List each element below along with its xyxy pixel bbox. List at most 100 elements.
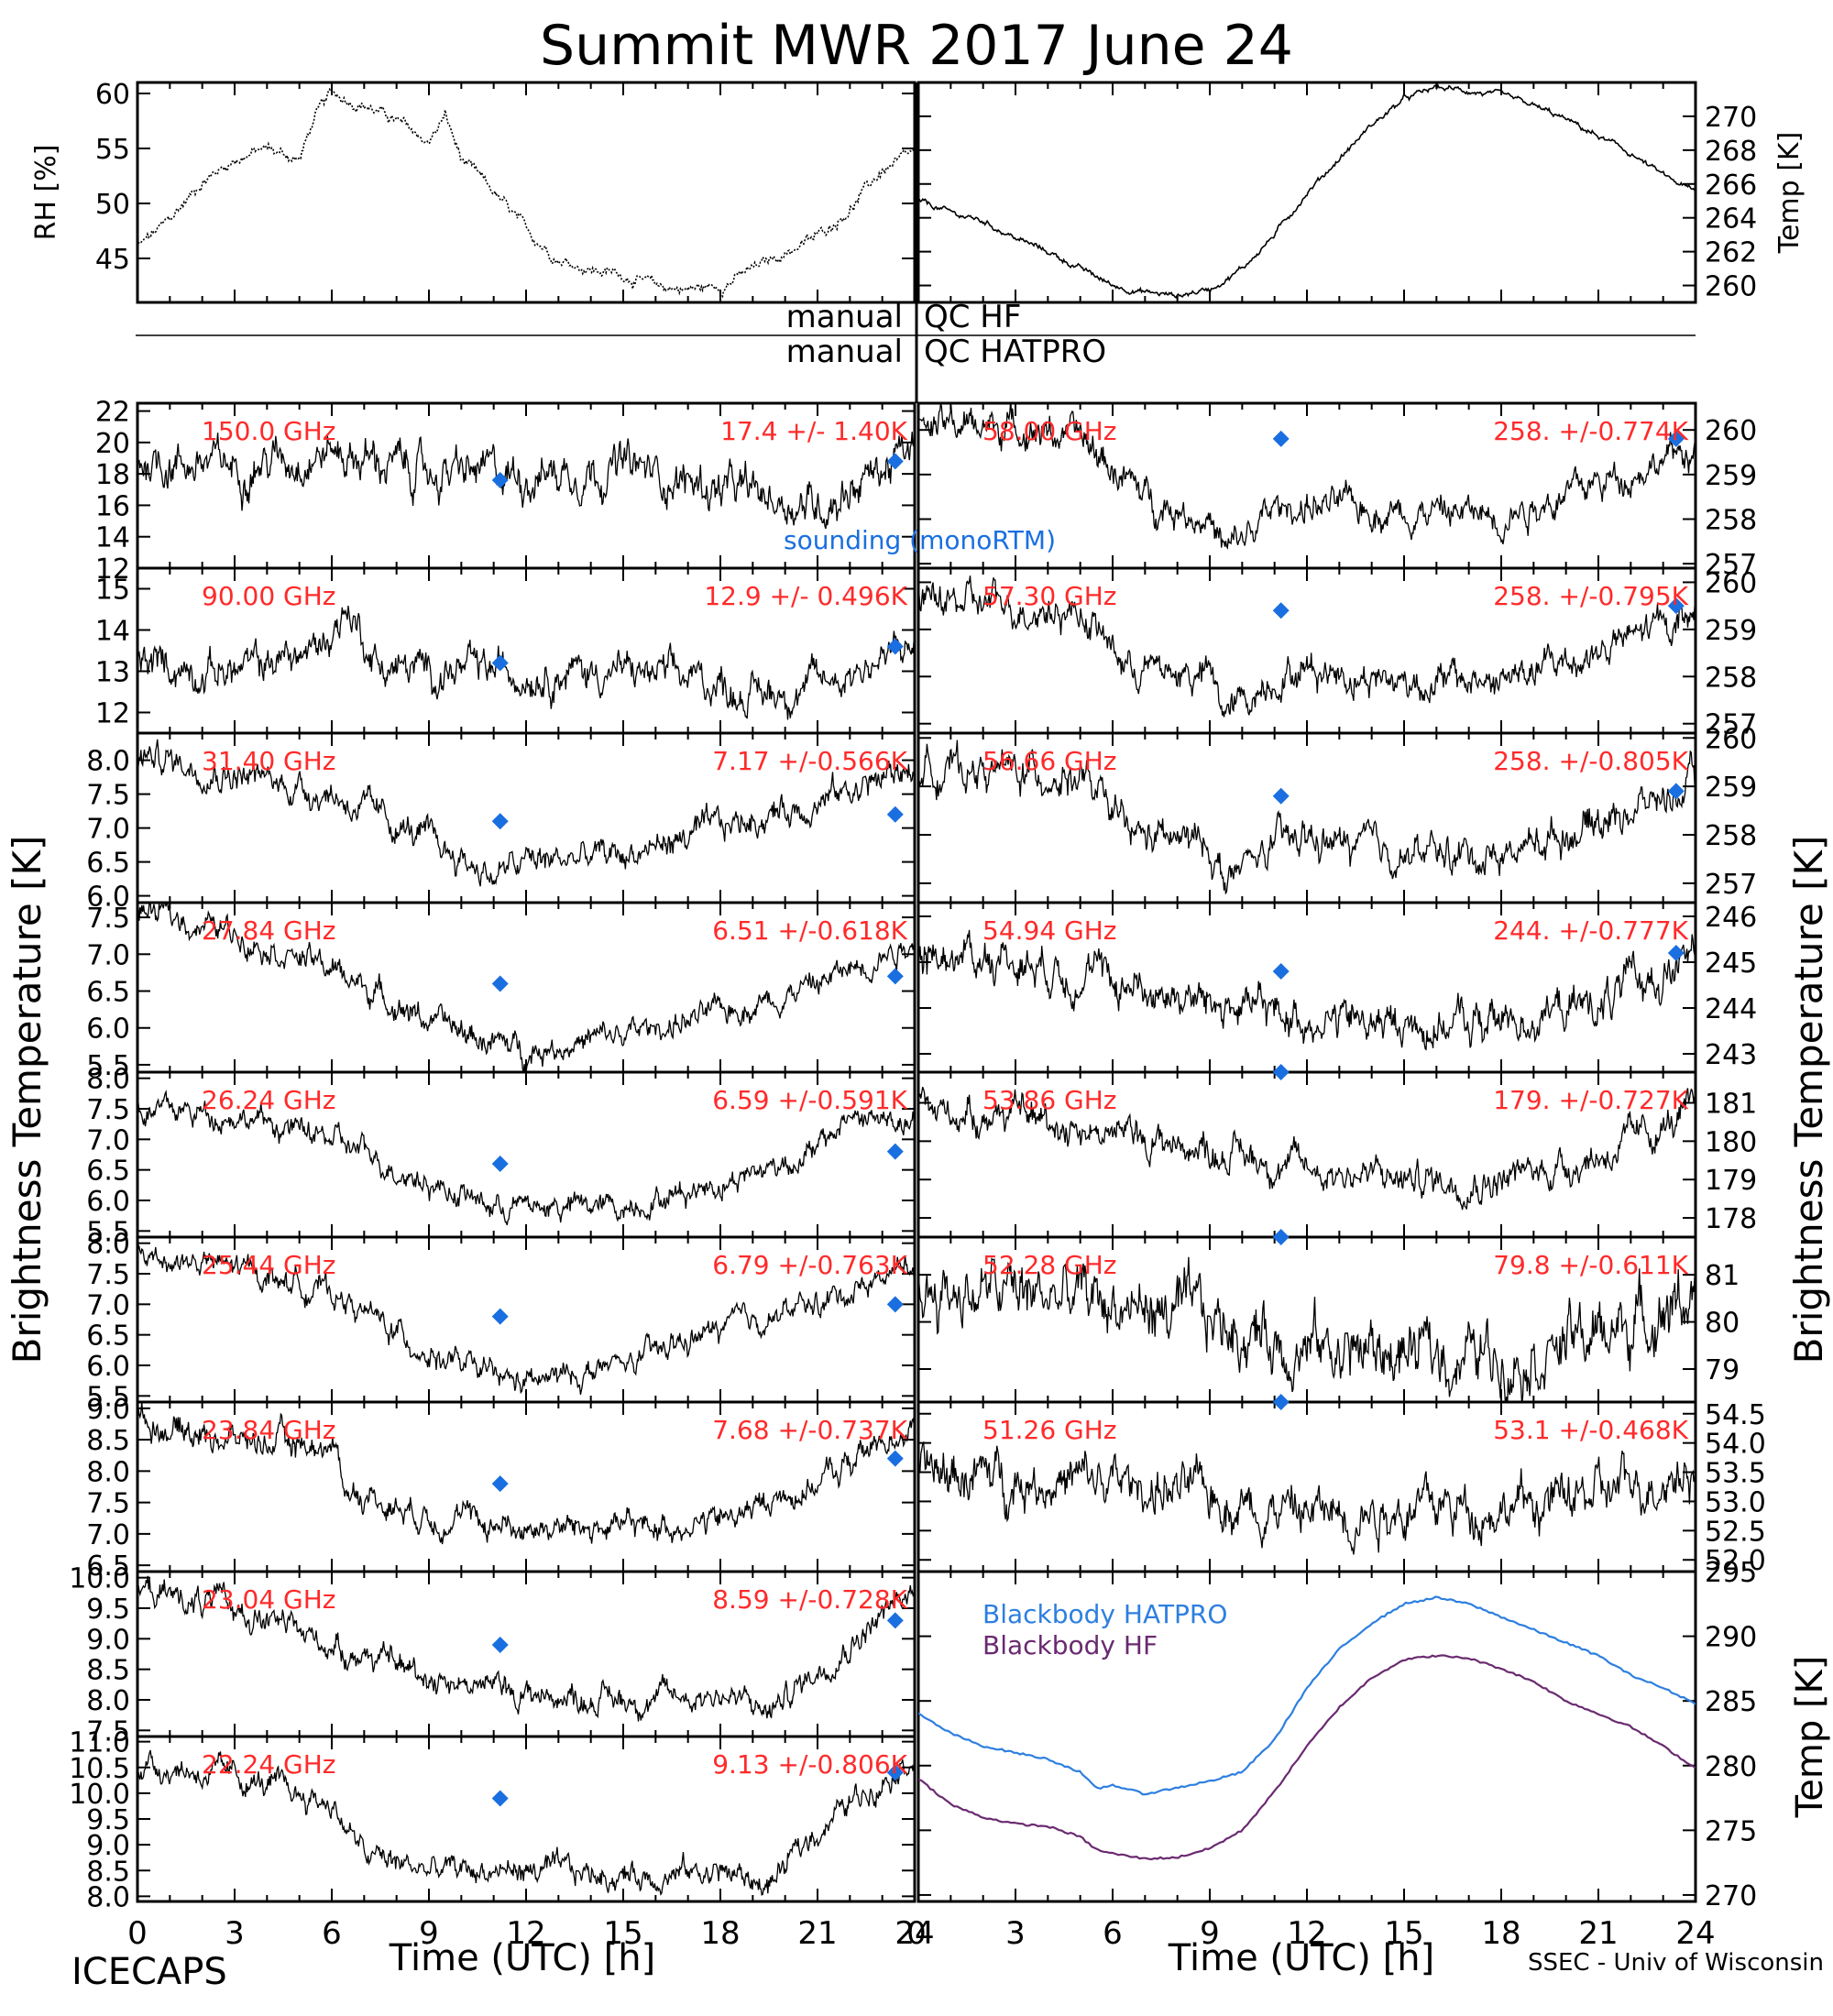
frequency-label: 51.26 GHz bbox=[982, 1415, 1117, 1445]
y-tick-label: 270 bbox=[1705, 1880, 1757, 1912]
y-tick-label: 12 bbox=[95, 553, 130, 586]
x-tick-label: 0 bbox=[127, 1915, 148, 1952]
y-tick-label: 257 bbox=[1705, 549, 1757, 581]
y-tick-label: 6.5 bbox=[86, 848, 130, 880]
frequency-label: 53.86 GHz bbox=[982, 1085, 1117, 1115]
y-tick-label: 9.5 bbox=[86, 1804, 130, 1836]
y-tick-label: 60 bbox=[95, 79, 130, 111]
series-line bbox=[918, 403, 1696, 550]
plot-area bbox=[918, 1595, 1696, 1861]
panel-hatpro3140: 6.06.57.07.58.0 31.40 GHz 7.17 +/-0.566K bbox=[86, 731, 916, 914]
sounding-point bbox=[491, 813, 509, 830]
y-tick-label: 5.5 bbox=[86, 1050, 130, 1082]
sounding-point bbox=[886, 805, 904, 823]
y-tick-label: 7.5 bbox=[86, 1715, 130, 1748]
y-tick-label: 264 bbox=[1705, 203, 1757, 236]
x-tick-label: 24 bbox=[895, 1915, 934, 1952]
frequency-label: 23.04 GHz bbox=[202, 1584, 336, 1615]
series-line bbox=[918, 1654, 1696, 1861]
stat-label: 258. +/-0.774K bbox=[1493, 416, 1688, 446]
y-tick-label: 262 bbox=[1705, 237, 1757, 269]
sounding-point bbox=[1272, 1229, 1290, 1245]
sounding-point bbox=[491, 1790, 509, 1807]
sounding-point bbox=[1272, 430, 1290, 447]
y-tick-label: 8.5 bbox=[86, 1425, 130, 1457]
panel-hatpro2304: 7.58.08.59.09.510.0 23.04 GHz 8.59 +/-0.72… bbox=[69, 1563, 916, 1748]
series-line bbox=[918, 1256, 1696, 1402]
panel-hatpro5730: 257 258 259 260 57.30 GHz 258. +/-0.795K bbox=[916, 566, 1757, 741]
y-tick-label: 244 bbox=[1705, 993, 1757, 1025]
plot-area bbox=[137, 1090, 915, 1226]
y-tick-label: 268 bbox=[1705, 136, 1757, 168]
y-tick-label: 257 bbox=[1705, 869, 1757, 901]
y-tick-label: 52.5 bbox=[1705, 1516, 1766, 1548]
y-tick-label: 8.0 bbox=[86, 746, 130, 778]
series-line bbox=[918, 575, 1696, 718]
plot-area bbox=[918, 403, 1696, 550]
sounding-point bbox=[1272, 1064, 1290, 1080]
series-line bbox=[918, 1441, 1696, 1555]
y-tick-label: 9.0 bbox=[86, 1830, 130, 1862]
series-line bbox=[137, 432, 915, 530]
series-line bbox=[918, 929, 1696, 1051]
panel-hf90: 12 13 14 15 90.00 GHz 12.9 +/- 0.496K bbox=[95, 566, 916, 735]
x-tick-label: 15 bbox=[603, 1915, 642, 1952]
qc-strip: manual QC HF manual QC HATPRO bbox=[136, 299, 1696, 370]
series-line bbox=[137, 87, 915, 299]
x-tick-label: 18 bbox=[1481, 1915, 1520, 1952]
y-tick-label: 5.5 bbox=[86, 1381, 130, 1413]
y-tick-label: 7.5 bbox=[86, 903, 130, 935]
qc-hatpro-label-right: QC HATPRO bbox=[924, 334, 1106, 370]
y-tick-label: 6.5 bbox=[86, 977, 130, 1009]
stat-label: 8.59 +/-0.728K bbox=[712, 1584, 907, 1615]
sounding-point bbox=[1667, 597, 1685, 615]
series-line bbox=[918, 82, 1696, 300]
y-tick-label: 45 bbox=[95, 244, 130, 276]
legend-entry: Blackbody HATPRO bbox=[982, 1599, 1227, 1629]
panel-rh: 45 50 55 60 RH [%] bbox=[30, 79, 916, 304]
panel-ylabel: RH [%] bbox=[30, 145, 62, 241]
stat-label: 7.17 +/-0.566K bbox=[712, 746, 907, 776]
series-line bbox=[137, 606, 915, 720]
panel-hatpro2624: 5.56.06.57.07.58.0 26.24 GHz 6.59 +/-0.591… bbox=[86, 1064, 916, 1248]
frequency-label: 90.00 GHz bbox=[202, 581, 336, 611]
stat-label: 258. +/-0.805K bbox=[1493, 746, 1688, 776]
y-tick-label: 259 bbox=[1705, 615, 1757, 647]
x-tick-label: 12 bbox=[1287, 1915, 1326, 1952]
y-tick-label: 246 bbox=[1705, 902, 1757, 934]
stat-label: 244. +/-0.777K bbox=[1493, 915, 1688, 946]
x-tick-label: 15 bbox=[1384, 1915, 1423, 1952]
series-line bbox=[137, 739, 915, 887]
y-tick-label: 14 bbox=[95, 522, 130, 554]
frequency-label: 57.30 GHz bbox=[982, 581, 1117, 611]
panel-frame bbox=[916, 81, 1697, 304]
plot-area bbox=[918, 575, 1696, 718]
sounding-point bbox=[1272, 1394, 1290, 1410]
sounding-point bbox=[1272, 963, 1290, 980]
sounding-point bbox=[491, 654, 509, 672]
series-line bbox=[918, 1595, 1696, 1796]
y-tick-label: 79 bbox=[1705, 1354, 1740, 1386]
legend-entry: Blackbody HF bbox=[982, 1630, 1158, 1660]
y-tick-label: 258 bbox=[1705, 820, 1757, 852]
y-tick-label: 8.0 bbox=[86, 1881, 130, 1913]
y-tick-label: 7.0 bbox=[86, 814, 130, 846]
x-tick-label: 3 bbox=[1005, 1915, 1026, 1952]
plot-area bbox=[137, 903, 915, 1072]
x-tick-label: 9 bbox=[419, 1915, 439, 1952]
frequency-label: 26.24 GHz bbox=[202, 1085, 336, 1115]
plot-area bbox=[137, 1402, 915, 1545]
y-tick-label: 50 bbox=[95, 189, 130, 221]
y-tick-label: 275 bbox=[1705, 1815, 1757, 1847]
plot-area bbox=[137, 606, 915, 720]
y-tick-label: 10.0 bbox=[69, 1779, 130, 1811]
y-tick-label: 7.0 bbox=[86, 939, 130, 971]
stat-label: 6.51 +/-0.618K bbox=[712, 915, 907, 946]
y-tick-label: 53.5 bbox=[1705, 1458, 1766, 1490]
panel-frame bbox=[136, 81, 916, 304]
y-tick-label: 8.0 bbox=[86, 1229, 130, 1261]
y-tick-label: 259 bbox=[1705, 772, 1757, 804]
y-tick-label: 8.0 bbox=[86, 1456, 130, 1488]
plot-area bbox=[137, 1243, 915, 1396]
